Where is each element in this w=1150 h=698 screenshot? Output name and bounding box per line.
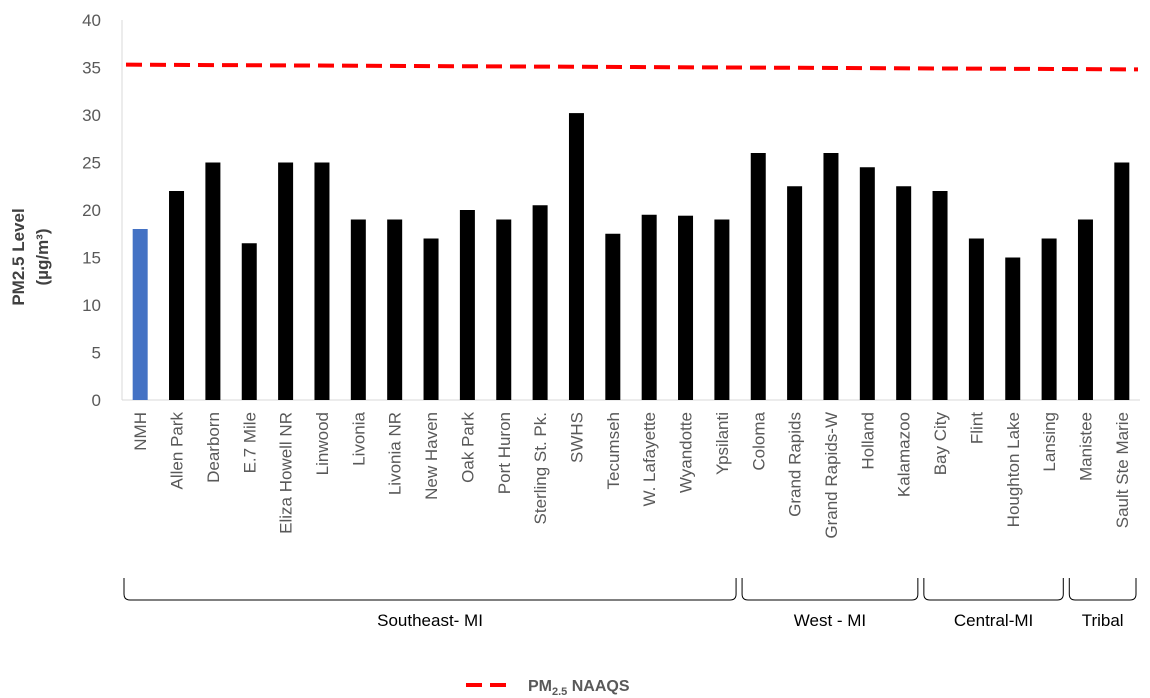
x-tick-label: SWHS <box>567 412 586 463</box>
bar <box>568 113 584 400</box>
bar <box>350 219 366 400</box>
bar <box>750 153 766 400</box>
x-tick-label: Tecumseh <box>604 412 623 489</box>
bar <box>1005 257 1021 400</box>
legend-name: PM <box>528 678 552 695</box>
x-tick-label: Sault Ste Marie <box>1113 412 1132 528</box>
y-tick-label: 35 <box>82 59 101 78</box>
bars <box>132 113 1130 400</box>
group-bracket <box>1068 578 1137 601</box>
group-bracket <box>741 578 919 601</box>
bar <box>678 215 694 400</box>
bar <box>387 219 403 400</box>
x-tick-label: New Haven <box>422 412 441 500</box>
bar <box>1041 238 1057 400</box>
x-tick-label: Port Huron <box>495 412 514 494</box>
x-tick-label: Eliza Howell NR <box>277 412 296 534</box>
bar <box>823 153 839 400</box>
x-tick-label: NMH <box>131 412 150 451</box>
bar <box>787 186 803 400</box>
group-label: West - MI <box>794 611 866 630</box>
bar <box>896 186 912 400</box>
x-tick-label: Oak Park <box>458 412 477 483</box>
x-tick-label: Grand Rapids <box>786 412 805 517</box>
y-axis-title-line2: (µg/m³) <box>33 228 52 285</box>
group-label: Southeast- MI <box>377 611 483 630</box>
y-tick-label: 30 <box>82 106 101 125</box>
legend-label-naaqs: PM2.5 NAAQS <box>528 678 630 698</box>
x-tick-label: Sterling St. Pk. <box>531 412 550 524</box>
bar <box>968 238 984 400</box>
bar <box>605 233 621 400</box>
bar <box>132 229 148 400</box>
group-label: Central-MI <box>954 611 1033 630</box>
x-tick-label: Wyandotte <box>677 412 696 493</box>
bar <box>314 162 330 400</box>
x-tick-label: Holland <box>858 412 877 470</box>
x-tick-label: Livonia <box>349 411 368 465</box>
bar <box>859 167 875 400</box>
x-tick-label: Lansing <box>1040 412 1059 472</box>
naaqs-reference-line <box>125 62 1139 72</box>
legend-suffix: NAAQS <box>567 678 630 695</box>
y-axis-title: PM2.5 Level (µg/m³) <box>9 208 52 305</box>
bar <box>1077 219 1093 400</box>
bar <box>241 243 257 400</box>
bar <box>932 191 948 400</box>
bar <box>205 162 221 400</box>
y-tick-label: 20 <box>82 201 101 220</box>
x-axis-labels: NMH Allen Park Dearborn E.7 Mile Eliza Howel… <box>131 411 1132 538</box>
y-tick-label: 15 <box>82 249 101 268</box>
bar <box>641 214 657 400</box>
x-tick-label: Houghton Lake <box>1004 412 1023 527</box>
bar <box>714 219 730 400</box>
y-tick-label: 10 <box>82 296 101 315</box>
bar <box>169 191 185 400</box>
x-tick-label: Coloma <box>749 411 768 470</box>
bar <box>532 205 548 400</box>
legend-subscript: 2.5 <box>552 686 567 698</box>
bar <box>423 238 439 400</box>
group-bracket <box>123 578 737 601</box>
group-label: Tribal <box>1082 611 1124 630</box>
x-tick-label: Grand Rapids-W <box>822 412 841 539</box>
y-tick-label: 25 <box>82 154 101 173</box>
group-brackets: Southeast- MI West - MI Central-MI Tribal <box>123 578 1137 630</box>
y-tick-label: 40 <box>82 11 101 30</box>
x-tick-label: Ypsilanti <box>713 412 732 475</box>
x-tick-label: Linwood <box>313 412 332 475</box>
bar <box>1114 162 1130 400</box>
bar <box>278 162 294 400</box>
x-tick-label: Livonia NR <box>386 412 405 495</box>
bar <box>459 210 475 400</box>
x-tick-label: Manistee <box>1076 412 1095 481</box>
x-tick-label: Kalamazoo <box>895 412 914 497</box>
y-tick-label: 0 <box>92 391 101 410</box>
x-tick-label: Flint <box>967 412 986 444</box>
y-axis-ticks: 0 5 10 15 20 25 30 35 40 <box>82 11 101 410</box>
x-tick-label: E.7 Mile <box>240 412 259 473</box>
group-bracket <box>923 578 1064 601</box>
y-tick-label: 5 <box>92 344 101 363</box>
x-tick-label: W. Lafayette <box>640 412 659 507</box>
x-tick-label: Dearborn <box>204 412 223 483</box>
x-tick-label: Allen Park <box>168 412 187 490</box>
legend: PM2.5 NAAQS <box>466 678 630 698</box>
x-tick-label: Bay City <box>931 412 950 476</box>
y-axis-title-line1: PM2.5 Level <box>9 208 28 305</box>
bar <box>496 219 512 400</box>
